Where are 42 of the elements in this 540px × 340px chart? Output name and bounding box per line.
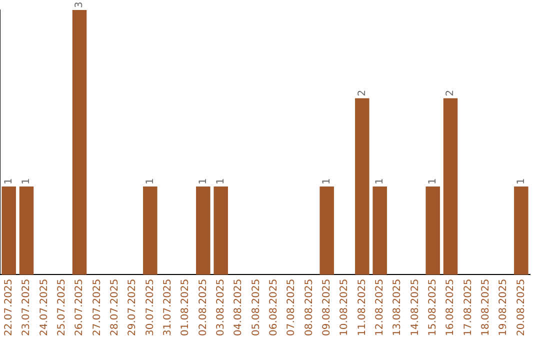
x-tick-label: 12.08.2025 [374, 278, 386, 336]
x-tick-label: 24.07.2025 [38, 278, 50, 336]
data-label: 1 [144, 178, 156, 184]
x-tick-label: 06.08.2025 [268, 278, 280, 336]
x-tick-label: 04.08.2025 [233, 278, 244, 336]
data-label: 1 [427, 178, 438, 184]
x-tick-label: 08.08.2025 [304, 278, 315, 336]
x-tick-label: 02.08.2025 [198, 278, 209, 336]
x-tick-label: 16.08.2025 [445, 278, 456, 336]
data-label: 2 [445, 90, 456, 96]
x-tick-label: 15.08.2025 [427, 278, 438, 336]
x-tick-label: 19.08.2025 [498, 278, 510, 336]
x-tick-label: 18.08.2025 [480, 278, 492, 336]
x-tick-label: 31.07.2025 [162, 278, 174, 336]
x-tick-label: 07.08.2025 [286, 278, 298, 336]
data-label: 1 [321, 178, 332, 184]
data-label: 1 [21, 178, 32, 184]
data-label: 1 [215, 178, 226, 184]
x-tick-label: 20.08.2025 [516, 278, 527, 336]
x-tick-label: 13.08.2025 [392, 278, 404, 336]
data-label: 1 [198, 178, 209, 184]
x-tick-label: 09.08.2025 [321, 278, 332, 336]
x-tick-label: 17.08.2025 [462, 278, 474, 336]
data-label: 1 [3, 178, 14, 184]
x-tick-label: 05.08.2025 [250, 278, 262, 336]
x-tick-label: 11.08.2025 [356, 278, 368, 336]
x-tick-label: 30.07.2025 [144, 278, 156, 336]
x-tick-label: 29.07.2025 [127, 278, 138, 336]
x-tick-label: 14.08.2025 [410, 278, 421, 336]
x-tick-label: 01.08.2025 [180, 278, 192, 336]
x-tick-label: 10.08.2025 [339, 278, 350, 336]
data-label: 1 [374, 178, 386, 184]
x-tick-label: 26.07.2025 [74, 278, 86, 336]
data-label: 1 [516, 178, 527, 184]
x-tick-label: 25.07.2025 [56, 278, 68, 336]
x-tick-label: 28.07.2025 [109, 278, 120, 336]
x-tick-label: 22.07.2025 [3, 278, 14, 336]
data-label: 3 [74, 2, 86, 8]
data-label: 2 [356, 90, 368, 96]
x-tick-label: 23.07.2025 [21, 278, 32, 336]
x-tick-label: 27.07.2025 [92, 278, 103, 336]
x-tick-label: 03.08.2025 [215, 278, 226, 336]
